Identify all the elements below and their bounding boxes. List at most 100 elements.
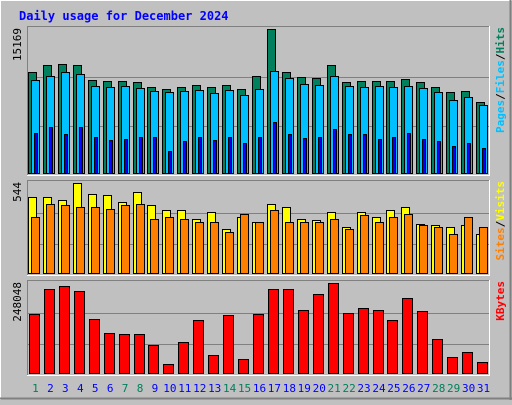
bar-sites-11 [180, 219, 189, 274]
bar-pages-5 [94, 137, 98, 174]
bar-kbytes-20 [313, 294, 324, 374]
bar-kbytes-24 [373, 310, 384, 374]
series-pages [34, 122, 486, 174]
chart-title: Daily usage for December 2024 [19, 9, 229, 23]
bar-sites-13 [210, 222, 219, 274]
y-axis-label-part: Pages [494, 100, 507, 133]
bar-sites-21 [330, 219, 339, 274]
bar-sites-28 [434, 227, 443, 274]
y-axis-label-part: / [494, 93, 507, 100]
bar-sites-18 [285, 222, 294, 274]
bar-pages-1 [34, 133, 38, 174]
bar-kbytes-18 [283, 289, 294, 374]
bar-pages-24 [378, 139, 382, 174]
bar-kbytes-8 [134, 334, 145, 374]
bar-kbytes-10 [163, 364, 174, 374]
bar-pages-22 [348, 134, 352, 174]
bar-sites-15 [240, 214, 249, 274]
bar-pages-10 [168, 151, 172, 174]
x-tick-label: 4 [77, 382, 84, 395]
bar-pages-20 [318, 137, 322, 174]
series-files [31, 71, 488, 174]
x-tick-label: 16 [253, 382, 266, 395]
bar-pages-12 [198, 137, 202, 174]
panel-kbytes: 248048 KBytes [11, 280, 507, 376]
bar-pages-23 [363, 134, 367, 174]
bar-pages-7 [124, 139, 128, 174]
bar-pages-25 [392, 137, 396, 174]
x-tick-label: 8 [137, 382, 144, 395]
bar-pages-18 [288, 134, 292, 174]
bar-kbytes-16 [253, 314, 264, 374]
series-sites [31, 204, 488, 274]
bar-sites-22 [345, 229, 354, 274]
bar-sites-4 [76, 207, 85, 274]
x-tick-label: 30 [462, 382, 475, 395]
bar-pages-14 [228, 137, 232, 174]
x-tick-label: 31 [477, 382, 490, 395]
bar-kbytes-4 [74, 291, 85, 374]
x-tick-label: 11 [178, 382, 191, 395]
bar-pages-31 [482, 148, 486, 174]
bar-pages-2 [49, 127, 53, 174]
bar-kbytes-22 [343, 313, 354, 374]
bar-sites-8 [136, 204, 145, 274]
bar-kbytes-23 [358, 308, 369, 374]
bar-sites-23 [360, 215, 369, 274]
x-tick-label: 25 [387, 382, 400, 395]
y-axis-label-part: Hits [494, 27, 507, 54]
y-axis-label-part: Sites [494, 227, 507, 260]
y-axis-label: KBytes [494, 281, 507, 321]
x-tick-label: 6 [107, 382, 114, 395]
bar-kbytes-31 [477, 362, 488, 374]
y-axis-label-part: / [494, 53, 507, 60]
bar-pages-16 [258, 137, 262, 174]
bar-sites-24 [375, 222, 384, 274]
bar-sites-1 [31, 217, 40, 274]
bar-kbytes-19 [298, 310, 309, 374]
x-tick-label: 22 [342, 382, 355, 395]
x-tick-label: 23 [357, 382, 370, 395]
bar-kbytes-15 [238, 359, 249, 374]
bar-pages-15 [243, 143, 247, 174]
bar-sites-17 [270, 210, 279, 274]
bar-kbytes-28 [432, 339, 443, 374]
bar-kbytes-1 [29, 314, 40, 374]
bar-kbytes-26 [402, 298, 413, 374]
bar-sites-20 [315, 222, 324, 274]
bar-kbytes-29 [447, 357, 458, 374]
y-axis-label: Pages/Files/Hits [494, 27, 507, 133]
bar-pages-3 [64, 134, 68, 174]
bar-kbytes-11 [178, 342, 189, 374]
x-tick-label: 26 [402, 382, 415, 395]
y-max-label: 544 [11, 182, 24, 202]
bar-pages-28 [437, 141, 441, 174]
x-tick-label: 14 [223, 382, 237, 395]
series-kbytes [29, 283, 488, 374]
bar-sites-31 [479, 227, 488, 274]
bar-kbytes-2 [44, 289, 55, 374]
x-tick-label: 27 [417, 382, 430, 395]
bar-pages-6 [109, 140, 113, 174]
x-tick-label: 20 [313, 382, 326, 395]
bar-pages-30 [467, 143, 471, 174]
x-tick-label: 5 [92, 382, 99, 395]
bar-kbytes-12 [193, 320, 204, 374]
x-tick-label: 17 [268, 382, 281, 395]
x-tick-label: 7 [122, 382, 129, 395]
bar-pages-19 [303, 138, 307, 174]
panel-visits: 544 Sites/Visits [11, 180, 507, 276]
bar-sites-3 [61, 205, 70, 274]
bar-pages-11 [183, 141, 187, 174]
bar-pages-27 [422, 139, 426, 174]
bar-sites-2 [46, 204, 55, 274]
bar-sites-10 [165, 217, 174, 274]
bar-kbytes-13 [208, 355, 219, 374]
x-axis-labels: 1 2 3 4 5 6 7 8 9 10 11 12 13 14 15 16 17 18 19 20 21 22 23 24 2… [32, 382, 490, 395]
x-tick-label: 3 [62, 382, 69, 395]
y-axis-label-part: Visits [494, 181, 507, 221]
bar-sites-25 [389, 217, 398, 274]
x-tick-label: 9 [152, 382, 159, 395]
bar-sites-16 [255, 222, 264, 274]
bar-sites-7 [121, 205, 130, 274]
